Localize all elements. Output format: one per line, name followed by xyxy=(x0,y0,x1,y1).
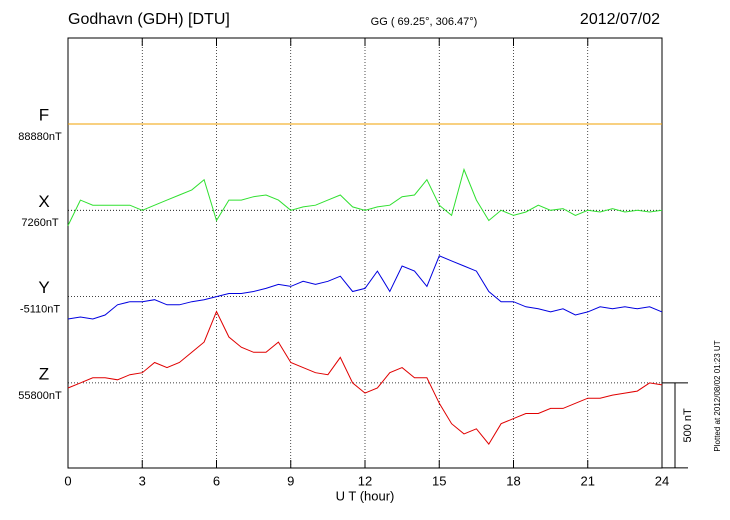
chart-subtitle: GG ( 69.25°, 306.47°) xyxy=(371,16,478,28)
x-tick-label: 9 xyxy=(287,473,294,488)
trace xyxy=(67,167,663,226)
legend-label: Y xyxy=(38,278,49,297)
baseline-label: 88880nT xyxy=(18,131,62,143)
x-tick-label: 24 xyxy=(655,473,669,488)
baseline-label: 55800nT xyxy=(18,390,62,402)
legend-label: X xyxy=(38,192,49,211)
x-tick-label: 0 xyxy=(64,473,71,488)
scale-bar-label: 500 nT xyxy=(682,408,694,443)
x-tick-label: 18 xyxy=(506,473,520,488)
plot-frame xyxy=(67,37,663,469)
x-axis-label: U T (hour) xyxy=(336,488,395,503)
baseline-label: 7260nT xyxy=(21,217,59,229)
legend-label: F xyxy=(39,105,49,124)
x-tick-label: 15 xyxy=(432,473,446,488)
x-tick-label: 12 xyxy=(358,473,372,488)
x-tick-label: 21 xyxy=(581,473,595,488)
chart-date: 2012/07/02 xyxy=(580,11,660,28)
baseline-label: -5110nT xyxy=(20,304,60,316)
x-tick-label: 3 xyxy=(139,473,146,488)
chart-title: Godhavn (GDH) [DTU] xyxy=(68,11,230,28)
trace xyxy=(67,310,663,445)
footnote: Plotted at 2012/08/02 01:23 UT xyxy=(713,340,722,451)
x-tick-label: 6 xyxy=(213,473,220,488)
legend-label: Z xyxy=(39,364,49,383)
trace xyxy=(67,255,663,320)
